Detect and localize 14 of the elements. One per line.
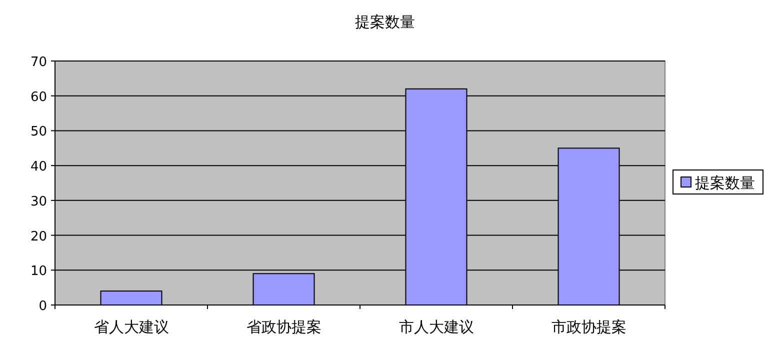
ytick: 20: [30, 229, 47, 244]
ytick: 10: [30, 264, 47, 280]
ytick: 50: [30, 124, 47, 140]
legend-label: 提案数量: [695, 174, 755, 192]
ytick: 70: [30, 55, 47, 70]
xtick: 市政协提案: [551, 318, 626, 336]
ytick: 0: [38, 299, 47, 314]
ytick: 60: [30, 90, 47, 105]
xtick: 省政协提案: [246, 318, 322, 336]
ytick: 30: [30, 194, 47, 210]
title: 提案数量: [355, 13, 415, 31]
ytick: 40: [30, 160, 47, 175]
xtick: 市人大建议: [398, 318, 474, 336]
xtick: 省人大建议: [94, 318, 169, 336]
